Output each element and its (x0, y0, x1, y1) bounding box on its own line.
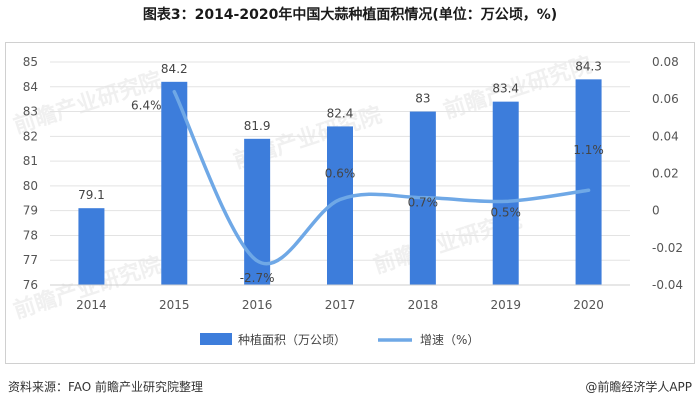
x-tick-label: 2017 (325, 298, 356, 312)
brand-text: @前瞻经济学人APP (585, 380, 692, 394)
chart-svg: 76 77 78 79 80 81 82 83 84 85 -0.04 -0.02 0 0.02 0.04 0… (23, 55, 683, 347)
bar-data-label: 84.2 (161, 62, 188, 76)
bar-data-label: 84.3 (575, 59, 602, 73)
right-tick-label: 0 (652, 204, 660, 218)
chart-frame (5, 42, 695, 364)
left-tick-label: 81 (23, 154, 38, 168)
left-tick-label: 78 (23, 228, 38, 242)
chart-title: 图表3：2014-2020年中国大蒜种植面积情况(单位：万公顷，%) (142, 7, 558, 23)
bar (492, 101, 519, 286)
left-tick-label: 82 (23, 129, 38, 143)
left-tick-label: 83 (23, 105, 38, 119)
bar-data-label: 83.4 (492, 82, 519, 96)
line-data-label: 6.4% (131, 99, 162, 113)
x-tick-label: 2019 (490, 298, 521, 312)
line-data-label: -2.7% (240, 271, 275, 285)
source-text: 资料来源：FAO 前瞻产业研究院整理 (8, 380, 204, 394)
right-tick-label: -0.04 (652, 278, 683, 292)
legend-bar-swatch (200, 333, 232, 345)
growth-line (172, 89, 591, 266)
bar-data-label: 79.1 (78, 188, 105, 202)
right-tick-label: 0.08 (652, 55, 679, 69)
bar-data-label: 81.9 (244, 119, 271, 133)
x-tick-label: 2020 (573, 298, 604, 312)
line-data-label: 1.1% (573, 143, 604, 157)
right-tick-label: 0.04 (652, 129, 679, 143)
left-tick-label: 85 (23, 55, 38, 69)
left-tick-label: 77 (23, 253, 38, 267)
right-tick-label: -0.02 (652, 241, 683, 255)
bar-data-label: 82.4 (327, 106, 354, 120)
legend-line-label: 增速（%） (420, 333, 479, 347)
left-tick-label: 80 (23, 179, 38, 193)
right-tick-label: 0.06 (652, 92, 679, 106)
x-tick-label: 2016 (242, 298, 273, 312)
left-tick-label: 79 (23, 204, 38, 218)
x-tick-label: 2015 (159, 298, 190, 312)
bar (575, 79, 602, 285)
line-data-label: 0.7% (408, 196, 439, 210)
line-data-label: 0.5% (490, 205, 521, 219)
legend-bar-label: 种植面积（万公顷） (238, 332, 346, 347)
right-tick-label: 0.02 (652, 167, 679, 181)
left-tick-label: 84 (23, 80, 38, 94)
bar-data-label: 83 (415, 92, 430, 106)
x-tick-label: 2018 (408, 298, 439, 312)
line-data-label: 0.6% (325, 167, 356, 181)
x-tick-label: 2014 (76, 298, 107, 312)
left-tick-label: 76 (23, 278, 38, 292)
bar (78, 208, 105, 285)
